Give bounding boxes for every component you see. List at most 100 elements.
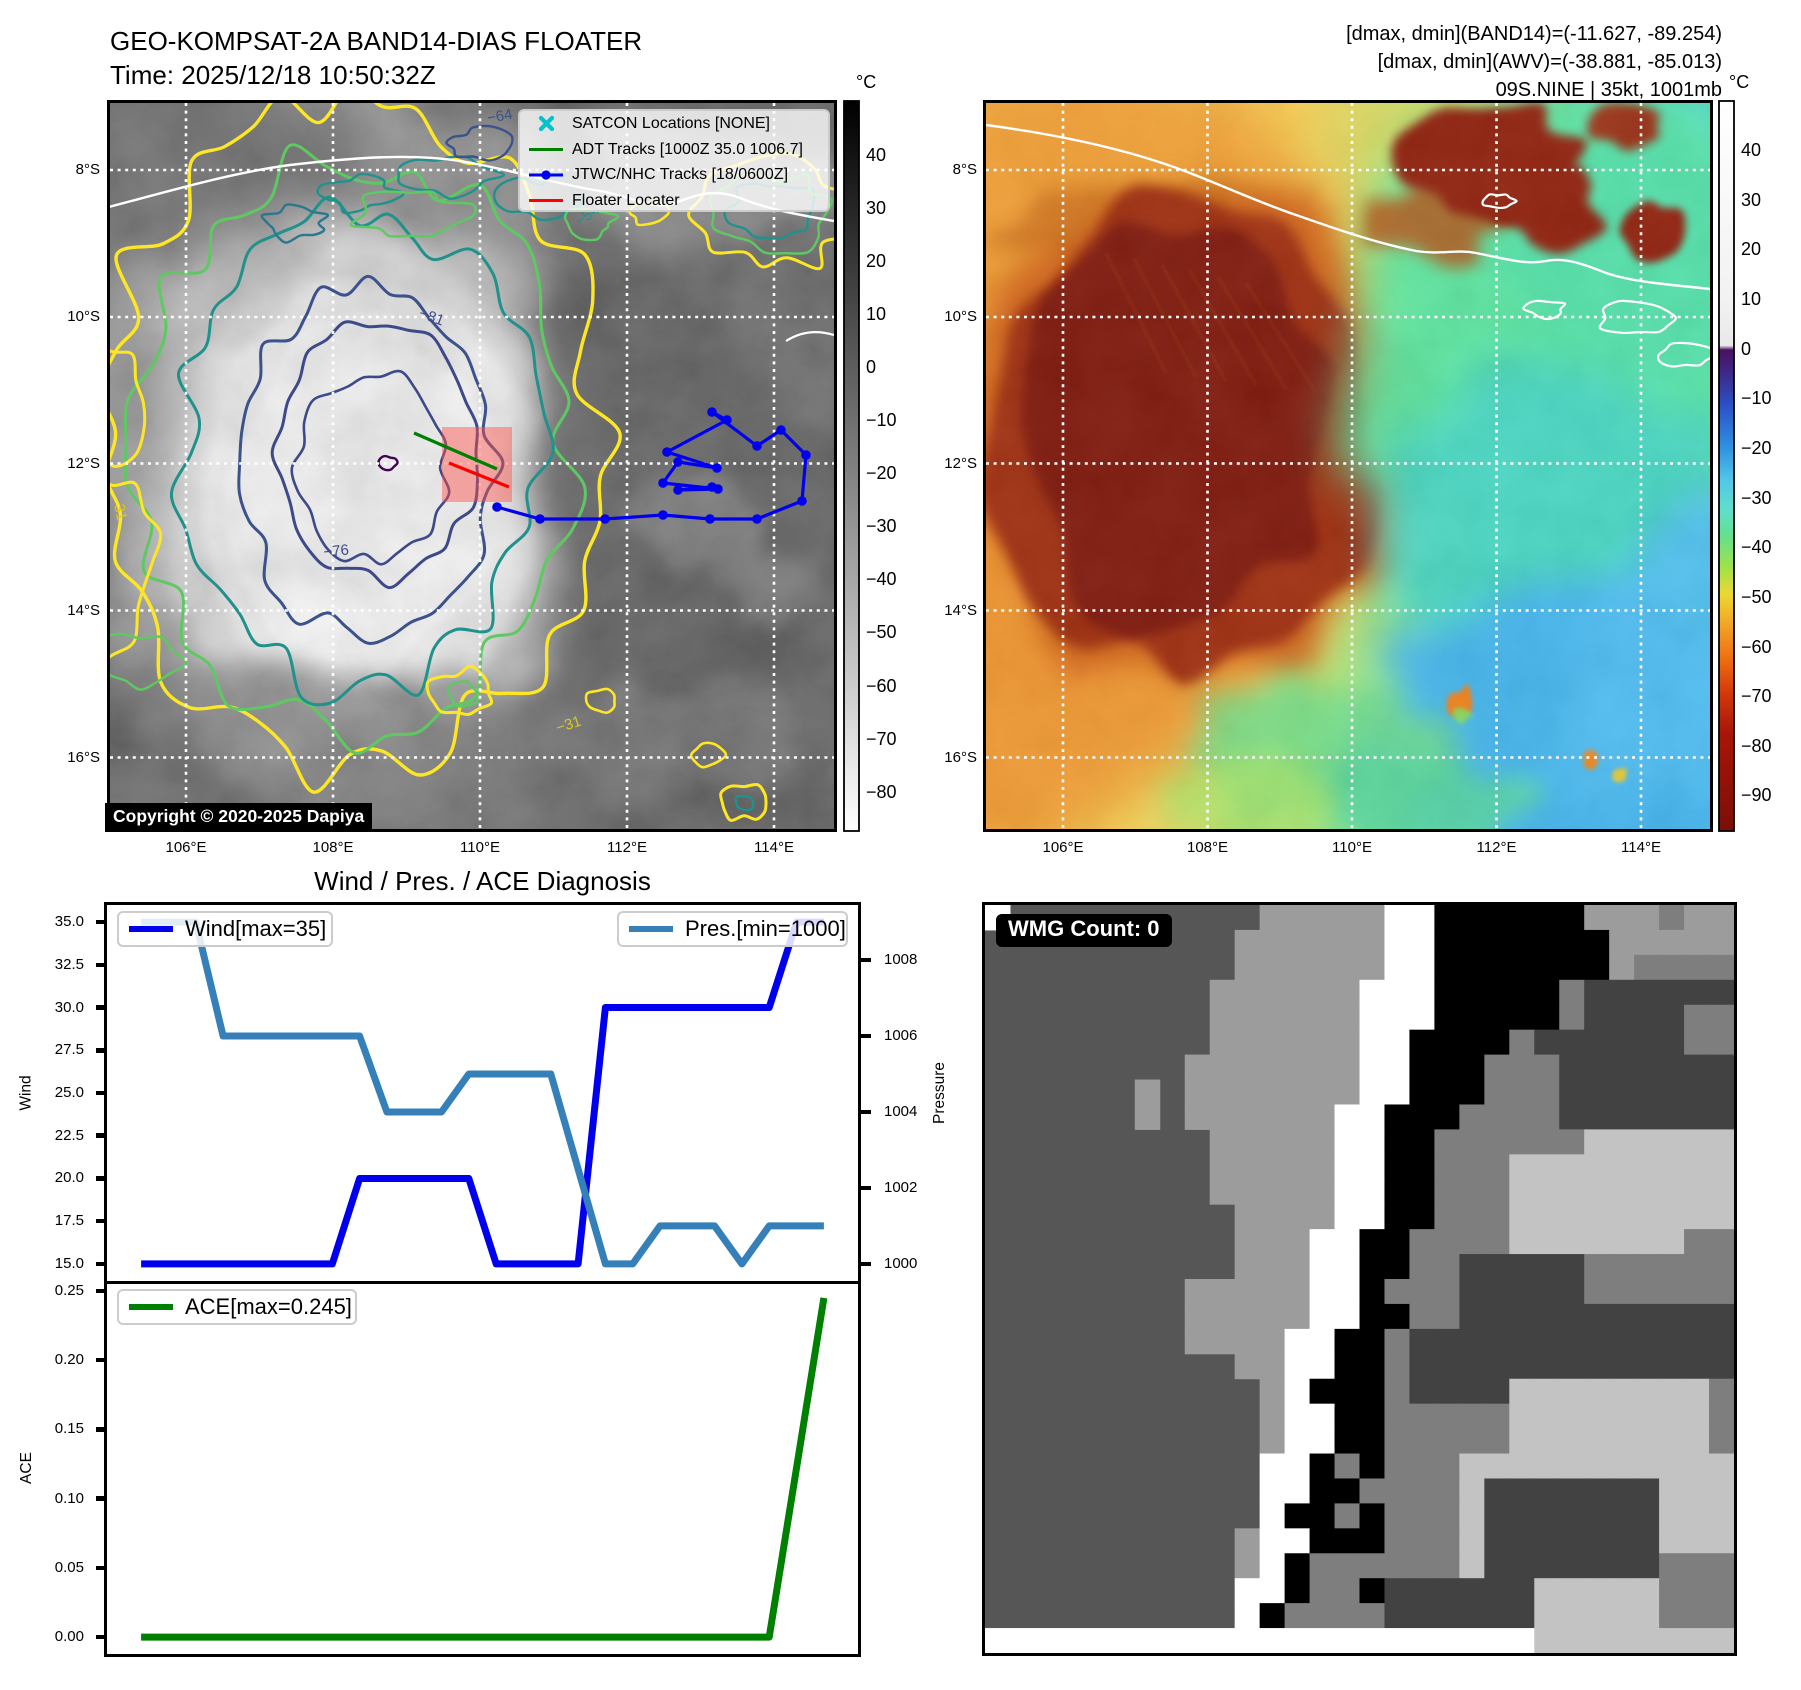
jtwc-track-point: [712, 463, 722, 473]
wind-tick: 15.0: [54, 1254, 84, 1272]
jtwc-track-point: [707, 482, 717, 492]
ace-tick: 0.20: [54, 1351, 84, 1369]
awv-colorbar-tick: 30: [1741, 189, 1762, 210]
awv-lon-tick: 112°E: [1476, 839, 1517, 856]
band14-lon-tick: 112°E: [607, 839, 647, 856]
jtwc-track-point: [658, 478, 668, 488]
pressure-tick-mark: [859, 957, 871, 963]
wind-tick-mark: [95, 962, 107, 968]
ace-tick-mark: [95, 1427, 107, 1432]
jtwc-line-icon: [528, 168, 564, 182]
ace-axis-label: ACE: [17, 1452, 35, 1484]
awv-annotation-line1: [dmax, dmin](BAND14)=(-11.627, -89.254): [1346, 23, 1722, 45]
pres-legend-line-icon: [629, 926, 673, 932]
awv-annotations: [dmax, dmin](BAND14)=(-11.627, -89.254) …: [1346, 20, 1722, 104]
pressure-tick: 1006: [884, 1027, 918, 1045]
awv-colorbar-tick: −70: [1741, 686, 1772, 707]
band14-colorbar-tick: −40: [866, 569, 897, 590]
awv-colorbar-tick: −50: [1741, 586, 1772, 607]
legend-label-adt: ADT Tracks [1000Z 35.0 1006.7]: [572, 140, 803, 158]
ace-tick: 0.25: [54, 1281, 84, 1299]
ace-tick-mark: [95, 1496, 107, 1501]
awv-colorbar-tick: −10: [1741, 388, 1772, 409]
legend-label-jtwc: JTWC/NHC Tracks [18/0600Z]: [572, 166, 789, 184]
wind-tick-mark: [95, 1133, 107, 1138]
awv-lat-tick: 14°S: [944, 601, 977, 619]
awv-colorbar-tick: 20: [1741, 239, 1762, 260]
jtwc-track-point: [707, 407, 717, 417]
adt-line-icon: [528, 148, 564, 152]
jtwc-track-point: [705, 514, 715, 524]
diagnosis-title: Wind / Pres. / ACE Diagnosis: [314, 866, 651, 896]
band14-colorbar-unit: °C: [856, 72, 877, 92]
band14-colorbar-tick: 20: [866, 251, 887, 272]
awv-lon-tick: 108°E: [1186, 839, 1229, 856]
awv-lat-tick: 8°S: [952, 161, 977, 178]
wind-tick-mark: [95, 1176, 107, 1181]
awv-colorbar-tick: 10: [1741, 288, 1762, 309]
ace-tick-mark: [95, 1288, 107, 1294]
wind-legend-line-icon: [129, 926, 173, 932]
wind-tick: 25.0: [54, 1084, 84, 1101]
band14-colorbar: [843, 100, 860, 832]
legend-row-adt: ADT Tracks [1000Z 35.0 1006.7]: [520, 137, 828, 163]
jtwc-track-point: [658, 510, 668, 520]
wind-tick: 30.0: [54, 998, 84, 1016]
wind-tick-mark: [95, 1005, 107, 1010]
copyright-badge: Copyright © 2020-2025 Dapiya: [105, 803, 373, 832]
contour-label: −64: [486, 106, 514, 127]
jtwc-track-point: [492, 502, 502, 512]
pressure-tick-mark: [859, 1033, 871, 1039]
ace-chart: [141, 1297, 828, 1641]
band14-lon-tick: 110°E: [460, 839, 500, 856]
ace-tick: 0.05: [54, 1558, 84, 1576]
ace-tick-mark: [95, 1634, 107, 1640]
wind-legend: Wind[max=35]: [117, 911, 333, 947]
band14-colorbar-tick: 30: [866, 198, 887, 219]
wind-pressure-chart: [141, 918, 824, 1268]
jtwc-track-point: [797, 496, 807, 506]
band14-lon-tick: 114°E: [754, 839, 794, 856]
awv-colorbar-tick: −80: [1741, 735, 1772, 756]
jtwc-track-point: [673, 457, 683, 467]
wind-tick: 22.5: [54, 1126, 84, 1144]
awv-colorbar-tick: −30: [1741, 487, 1772, 508]
wind-tick-mark: [95, 1090, 107, 1096]
jtwc-track-point: [752, 441, 762, 451]
legend-row-satcon: SATCON Locations [NONE]: [520, 111, 828, 137]
band14-lat-tick: 16°S: [67, 748, 100, 766]
band14-lon-tick: 106°E: [165, 839, 207, 856]
wind-tick: 32.5: [54, 955, 84, 973]
pressure-tick-mark: [859, 1261, 871, 1267]
adt-track-line: [413, 431, 498, 471]
jtwc-track-point: [600, 514, 610, 524]
awv-satellite-image: [986, 103, 1710, 829]
pressure-tick: 1000: [884, 1254, 918, 1272]
wind-tick: 35.0: [54, 913, 84, 931]
legend-row-jtwc: JTWC/NHC Tracks [18/0600Z]: [520, 162, 828, 188]
band14-colorbar-tick: −60: [866, 675, 897, 696]
wind-tick-mark: [95, 1048, 107, 1053]
ace-legend: ACE[max=0.245]: [117, 1289, 357, 1325]
awv-colorbar-tick: −40: [1741, 537, 1772, 558]
wind-tick-mark: [95, 1261, 107, 1267]
wind-tick-mark: [95, 1218, 107, 1224]
awv-colorbar: [1718, 100, 1735, 832]
wind-tick-mark: [95, 919, 107, 925]
legend-label-satcon: SATCON Locations [NONE]: [572, 114, 770, 132]
jtwc-track-point: [535, 514, 545, 524]
band14-title: GEO-KOMPSAT-2A BAND14-DIAS FLOATER Time:…: [110, 24, 642, 92]
band14-colorbar-tick: −70: [866, 728, 897, 749]
band14-colorbar-tick: −10: [866, 410, 897, 431]
legend-row-floater: Floater Locater: [520, 188, 828, 214]
jtwc-track-point: [673, 485, 683, 495]
pres-legend: Pres.[min=1000]: [617, 911, 848, 947]
pressure-axis-label: Pressure: [931, 1061, 949, 1125]
band14-colorbar-tick: 10: [866, 304, 887, 325]
awv-colorbar-tick: −20: [1741, 437, 1772, 458]
awv-colorbar-tick: 0: [1741, 338, 1752, 359]
awv-colorbar-tick: −90: [1741, 785, 1772, 806]
band14-lon-tick: 108°E: [312, 839, 354, 856]
floater-line-icon: [528, 199, 564, 203]
